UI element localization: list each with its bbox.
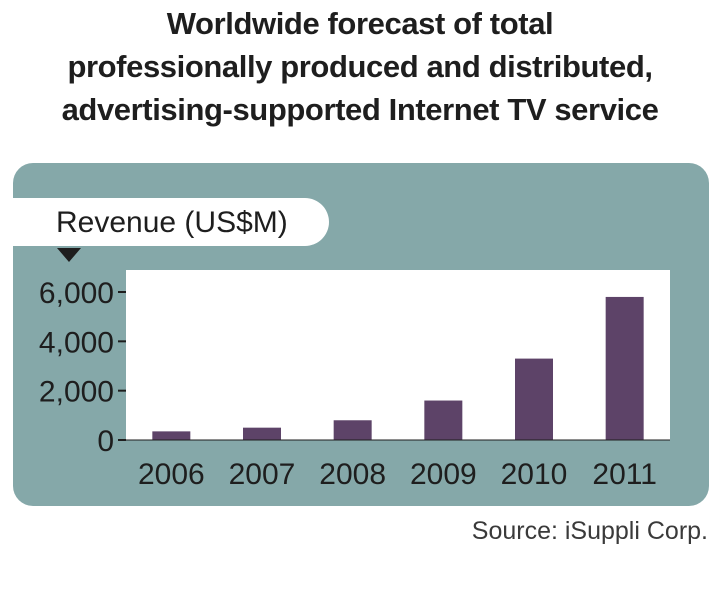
- x-tick-label: 2009: [410, 458, 477, 491]
- x-tick-label: 2010: [501, 458, 568, 491]
- y-axis-label-tab: [13, 198, 329, 246]
- bar-2007: [243, 427, 281, 440]
- title-line-1: Worldwide forecast of total: [166, 6, 554, 41]
- source-note: Source: iSuppli Corp.: [471, 517, 708, 545]
- x-tick-label: 2006: [138, 458, 205, 491]
- y-tick-label: 0: [97, 425, 114, 458]
- plot-area: [126, 270, 670, 440]
- bar-2008: [333, 420, 372, 440]
- down-arrow-icon: [57, 248, 81, 262]
- title-line-3: advertising-supported Internet TV servic…: [61, 92, 659, 127]
- chart-title: Worldwide forecast of total professional…: [0, 2, 720, 131]
- title-line-2: professionally produced and distributed,: [67, 49, 653, 84]
- y-axis-label: Revenue (US$M): [56, 206, 288, 239]
- y-tick-label: 2,000: [39, 376, 114, 409]
- bar-2006: [152, 431, 191, 440]
- y-tick-label: 6,000: [39, 277, 114, 310]
- bar-2011: [605, 296, 644, 440]
- bar-2009: [424, 400, 463, 440]
- x-tick-label: 2011: [592, 458, 657, 491]
- bar-2010: [515, 358, 553, 440]
- x-tick-label: 2008: [319, 458, 386, 491]
- x-tick-label: 2007: [229, 458, 296, 491]
- y-tick-label: 4,000: [39, 326, 114, 359]
